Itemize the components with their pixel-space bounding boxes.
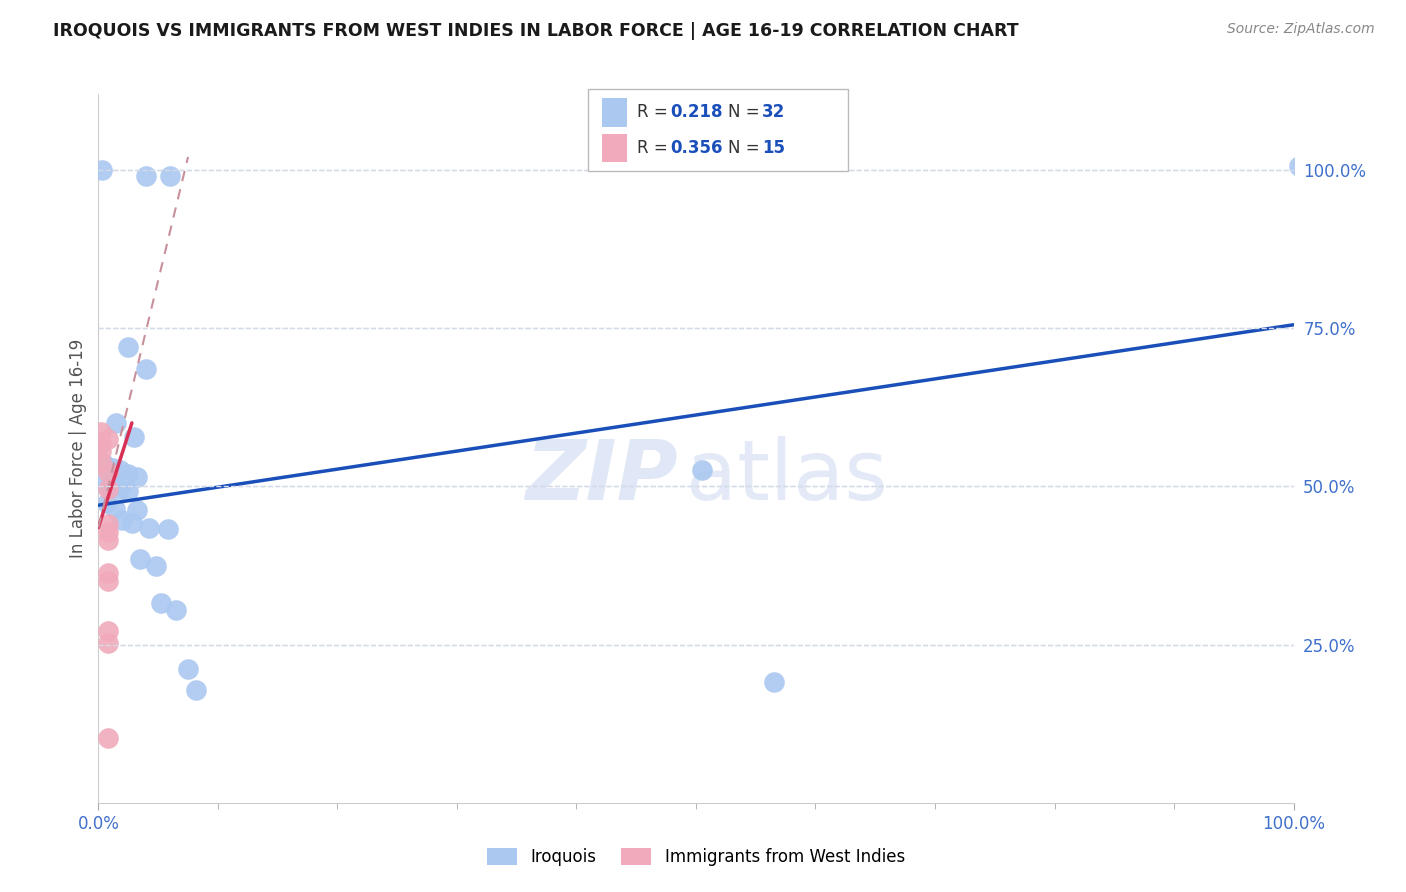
Point: [90, 436, 112, 450]
Point: [97, 516, 120, 531]
Point: [145, 559, 167, 574]
Point: [186, 683, 208, 698]
Text: N =: N =: [728, 103, 765, 121]
Point: [90, 455, 112, 469]
Point: [125, 469, 148, 483]
Point: [96, 496, 118, 510]
Point: [177, 662, 200, 676]
Point: [129, 552, 152, 566]
Point: [97, 432, 120, 446]
Point: [108, 463, 131, 477]
Point: [124, 430, 146, 444]
Text: 0.218: 0.218: [671, 103, 723, 121]
Point: [156, 522, 179, 536]
Point: [125, 503, 148, 517]
Text: 32: 32: [762, 103, 786, 121]
Text: 15: 15: [762, 139, 785, 157]
Point: [108, 482, 131, 496]
Y-axis label: In Labor Force | Age 16-19: In Labor Force | Age 16-19: [69, 339, 87, 558]
Point: [149, 596, 172, 610]
Point: [105, 416, 128, 430]
Point: [101, 461, 124, 475]
Text: Source: ZipAtlas.com: Source: ZipAtlas.com: [1227, 22, 1375, 37]
Point: [91, 162, 114, 177]
Text: R =: R =: [637, 103, 673, 121]
Point: [97, 636, 120, 650]
Point: [121, 516, 143, 530]
Point: [97, 533, 120, 547]
Point: [97, 574, 120, 589]
Text: atlas: atlas: [686, 436, 889, 517]
Text: 0.356: 0.356: [671, 139, 723, 157]
Point: [135, 169, 157, 183]
Legend: Iroquois, Immigrants from West Indies: Iroquois, Immigrants from West Indies: [481, 841, 911, 872]
Point: [93, 457, 115, 471]
Point: [97, 482, 120, 496]
Point: [90, 444, 112, 458]
Point: [117, 467, 139, 481]
Point: [104, 502, 127, 516]
Text: ZIP: ZIP: [526, 436, 678, 517]
Point: [117, 340, 139, 354]
Text: N =: N =: [728, 139, 765, 157]
Text: R =: R =: [637, 139, 673, 157]
Point: [97, 731, 120, 746]
Point: [97, 524, 120, 539]
Point: [97, 465, 120, 479]
Point: [159, 169, 181, 183]
Point: [165, 603, 187, 617]
Point: [93, 476, 115, 491]
Point: [117, 484, 139, 499]
Point: [97, 624, 120, 638]
Point: [135, 362, 157, 376]
Point: [97, 566, 120, 580]
Text: IROQUOIS VS IMMIGRANTS FROM WEST INDIES IN LABOR FORCE | AGE 16-19 CORRELATION C: IROQUOIS VS IMMIGRANTS FROM WEST INDIES …: [53, 22, 1019, 40]
Point: [690, 463, 713, 477]
Point: [90, 425, 112, 440]
Point: [762, 675, 785, 690]
Point: [111, 513, 134, 527]
Point: [101, 479, 124, 493]
Point: [1288, 160, 1310, 174]
Point: [138, 521, 160, 535]
